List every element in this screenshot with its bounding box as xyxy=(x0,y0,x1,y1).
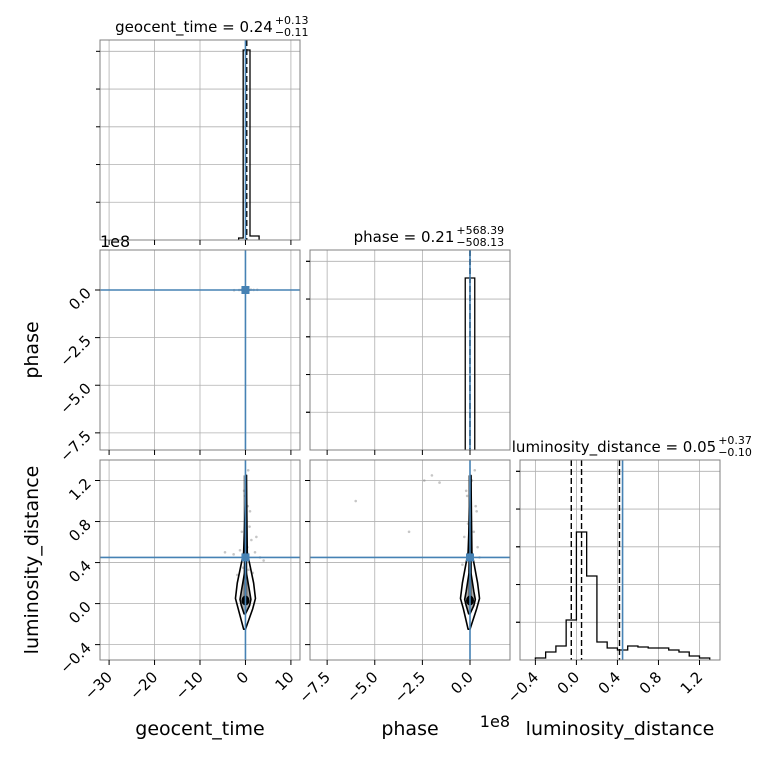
y-axis-label-phase: phase xyxy=(21,321,43,378)
x-tick-label: 0.8 xyxy=(636,668,666,698)
sample-point xyxy=(262,559,265,562)
panel-content xyxy=(310,460,510,660)
x-tick-label: 0.0 xyxy=(447,668,477,698)
x-axis-label-geocent_time: geocent_time xyxy=(135,718,264,740)
x-tick-label: −7.5 xyxy=(295,668,333,706)
sample-point xyxy=(232,553,235,556)
x-axis-label-phase: phase xyxy=(381,718,438,740)
sample-point xyxy=(438,481,441,484)
panel-luminosity_distance_vs_phase xyxy=(309,459,511,661)
y-tick-label: −0.4 xyxy=(56,639,94,677)
y-tick-label: 0.4 xyxy=(65,557,95,587)
panel-content xyxy=(100,40,300,240)
sample-point xyxy=(248,525,251,528)
panel-border xyxy=(309,249,511,451)
diag-title-main: phase = 0.21 xyxy=(354,228,455,246)
diag-title-lower: −0.11 xyxy=(275,26,309,39)
y-tick-label: 1.2 xyxy=(65,475,95,505)
panel-phase_vs_geocent_time xyxy=(99,249,301,451)
sample-point xyxy=(250,538,253,542)
sample-point xyxy=(474,504,478,508)
sample-point xyxy=(255,535,258,539)
panel-diag-geocent_time: geocent_time = 0.24 +0.13−0.11 xyxy=(96,14,309,241)
y-tick-label: −7.5 xyxy=(56,427,94,465)
sample-point xyxy=(407,530,411,534)
y-tick-label: 0.0 xyxy=(65,598,95,628)
y-tick-label: 0.0 xyxy=(65,284,95,314)
sample-point xyxy=(475,509,478,513)
panel-content xyxy=(100,250,300,450)
x-tick-label: −0.4 xyxy=(504,668,542,706)
panel-diag-luminosity_distance: luminosity_distance = 0.05 +0.37−0.10 xyxy=(512,434,752,661)
truth-marker xyxy=(466,553,474,562)
y-tick-label: 0.8 xyxy=(65,516,95,546)
sample-point xyxy=(476,545,479,549)
y-axis-label-luminosity_distance: luminosity_distance xyxy=(21,466,43,655)
diag-title-main: geocent_time = 0.24 xyxy=(115,18,273,37)
panel-content xyxy=(100,460,300,660)
diag-title-luminosity_distance: luminosity_distance = 0.05 +0.37−0.10 xyxy=(512,434,752,459)
sample-point xyxy=(246,468,250,472)
truth-marker xyxy=(241,553,250,562)
sample-point xyxy=(235,573,239,577)
x-tick-label: −30 xyxy=(81,668,116,703)
histogram-step xyxy=(534,531,711,660)
panel-content xyxy=(310,250,510,450)
sample-point xyxy=(464,489,468,493)
x-tick-label: −5.0 xyxy=(343,668,381,706)
y-tick-label: −5.0 xyxy=(56,379,94,417)
sample-point xyxy=(238,548,242,552)
panel-luminosity_distance_vs_geocent_time xyxy=(99,459,301,661)
offset-label-phase-y: 1e8 xyxy=(100,232,130,251)
sample-point xyxy=(465,494,469,498)
truth-marker xyxy=(241,286,250,294)
diag-title-upper: +568.39 xyxy=(456,224,504,237)
diag-title-lower: −508.13 xyxy=(456,236,504,249)
x-tick-label: 10 xyxy=(272,668,298,694)
sample-point xyxy=(422,479,426,482)
x-tick-label: 0.4 xyxy=(595,668,625,698)
x-tick-label: 0.0 xyxy=(554,668,584,698)
sample-point xyxy=(253,551,257,554)
sample-point xyxy=(473,468,477,472)
panel-content xyxy=(520,460,720,660)
x-axis-label-luminosity_distance: luminosity_distance xyxy=(526,718,715,740)
x-tick-label: −20 xyxy=(126,668,161,703)
sample-point xyxy=(248,509,252,513)
diag-title-main: luminosity_distance = 0.05 xyxy=(512,438,716,457)
sample-point xyxy=(354,499,358,503)
panel-diag-phase: phase = 0.21 +568.39−508.13 xyxy=(306,224,511,451)
x-tick-label: 1.2 xyxy=(677,668,707,698)
diag-title-upper: +0.37 xyxy=(718,434,752,447)
sample-point xyxy=(223,551,227,554)
diag-title-lower: −0.10 xyxy=(718,446,752,459)
x-tick-label: −10 xyxy=(172,668,207,703)
y-tick-label: −2.5 xyxy=(56,332,94,370)
x-tick-label: 0 xyxy=(233,668,252,687)
diag-title-phase: phase = 0.21 +568.39−508.13 xyxy=(354,224,505,249)
diag-title-upper: +0.13 xyxy=(275,14,309,27)
x-tick-label: −2.5 xyxy=(391,668,429,706)
sample-point xyxy=(247,568,250,572)
sample-point xyxy=(240,530,244,534)
sample-point xyxy=(430,474,434,477)
offset-label-phase-x: 1e8 xyxy=(480,712,510,731)
panel-border xyxy=(519,459,721,661)
histogram-step xyxy=(237,49,260,240)
sample-point xyxy=(462,535,466,539)
diag-title-geocent_time: geocent_time = 0.24 +0.13−0.11 xyxy=(115,14,308,39)
panel-border xyxy=(309,459,511,661)
sample-point xyxy=(461,563,464,566)
sample-point xyxy=(472,530,476,534)
